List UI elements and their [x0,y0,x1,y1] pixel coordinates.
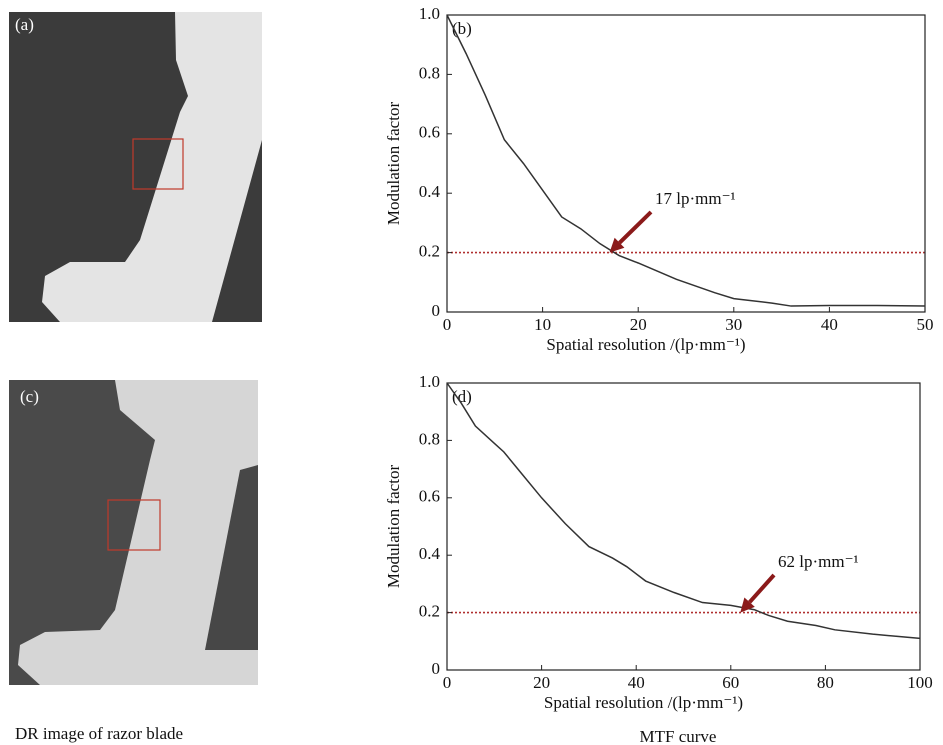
x-tick-label: 0 [443,315,452,334]
y-tick-label: 0.6 [419,123,440,142]
image-c: (c) [9,380,258,685]
plot-frame [446,14,926,313]
y-tick-label: 0.8 [419,63,440,82]
line-series [446,382,921,640]
plot-frame [446,382,921,671]
y-tick-label: 1.0 [419,4,440,23]
x-tick-label: 10 [534,315,551,334]
x-tick-label: 40 [821,315,838,334]
panel-label: (c) [20,387,39,406]
x-tick-label: 60 [722,673,739,692]
x-tick-label: 20 [533,673,550,692]
y-axis-label: Modulation factor [384,465,403,589]
caption: MTF curve [640,727,717,745]
panel-label: (d) [452,387,472,406]
annotation-arrowhead [609,237,625,253]
y-tick-label: 0.6 [419,487,440,506]
annotation-arrow [748,573,776,604]
y-axis-label: Modulation factor [384,102,403,226]
panel-label: (a) [15,15,34,34]
y-tick-label: 0 [432,301,441,320]
x-tick-label: 100 [907,673,933,692]
x-tick-label: 0 [443,673,452,692]
y-tick-label: 0.2 [419,242,440,261]
y-tick-label: 0.4 [419,182,441,201]
x-tick-label: 80 [817,673,834,692]
caption: DR image of razor blade [15,724,183,743]
x-tick-label: 50 [917,315,934,334]
x-axis-label: Spatial resolution /(lp·mm⁻¹) [546,335,745,354]
image-a: (a) [9,12,262,322]
y-tick-label: 0.4 [419,544,441,563]
x-tick-label: 40 [628,673,645,692]
panel-label: (b) [452,19,472,38]
y-tick-label: 0.8 [419,429,440,448]
annotation-arrow [618,210,653,245]
y-tick-label: 0.2 [419,602,440,621]
x-tick-label: 30 [725,315,742,334]
x-axis-label: Spatial resolution /(lp·mm⁻¹) [544,693,743,712]
annotation-text: 62 lp·mm⁻¹ [778,552,859,571]
x-tick-label: 20 [630,315,647,334]
annotation-arrowhead [740,597,755,613]
annotation-text: 17 lp·mm⁻¹ [655,189,736,208]
y-tick-label: 0 [432,659,441,678]
y-tick-label: 1.0 [419,372,440,391]
line-series [446,14,926,307]
